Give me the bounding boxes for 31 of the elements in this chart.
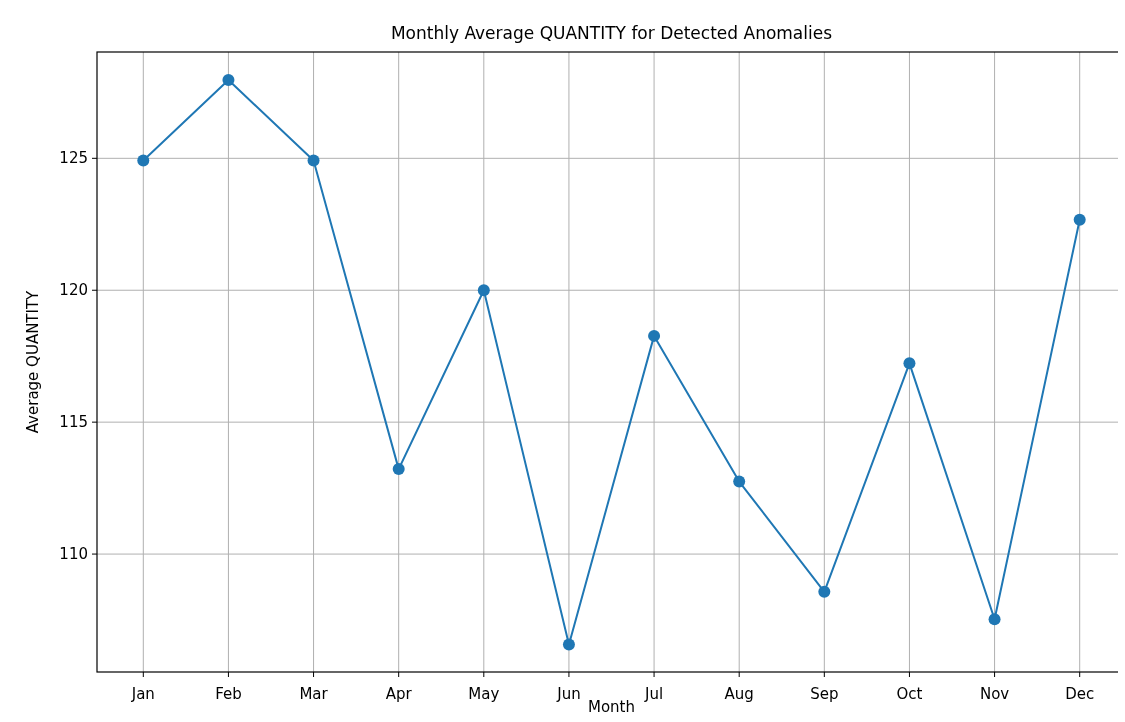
x-tick-label: Dec bbox=[1065, 685, 1095, 703]
point bbox=[222, 73, 235, 86]
y-tick-label: 120 bbox=[59, 281, 88, 300]
x-tick-label: Jun bbox=[556, 685, 581, 703]
y-tick-label: 110 bbox=[59, 545, 88, 564]
point bbox=[818, 585, 831, 598]
x-tick-label: Feb bbox=[215, 685, 242, 703]
x-axis-title: Month bbox=[587, 698, 636, 716]
x-tick-label: Jan bbox=[130, 685, 155, 703]
point bbox=[562, 638, 575, 651]
point bbox=[1073, 213, 1086, 226]
y-tick-label: 115 bbox=[59, 413, 88, 432]
x-tick-label: Jul bbox=[644, 685, 664, 703]
point bbox=[988, 613, 1001, 626]
point bbox=[137, 154, 150, 167]
point bbox=[733, 475, 746, 488]
x-tick-label: Sep bbox=[810, 685, 839, 703]
y-tick-label: 125 bbox=[59, 149, 88, 168]
point bbox=[648, 329, 661, 342]
x-tick-label: Oct bbox=[896, 685, 923, 703]
point bbox=[477, 284, 490, 297]
x-tick-label: Nov bbox=[979, 685, 1010, 703]
x-tick-label: Mar bbox=[299, 685, 329, 703]
y-axis-title: Average QUANTITY bbox=[24, 289, 42, 434]
x-tick-label: Apr bbox=[385, 685, 413, 703]
x-tick-label: May bbox=[468, 685, 500, 703]
point bbox=[903, 357, 916, 370]
point bbox=[392, 463, 405, 476]
x-tick-label: Aug bbox=[724, 685, 754, 703]
chart-title: Monthly Average QUANTITY for Detected Anomalies bbox=[390, 23, 833, 43]
point bbox=[307, 154, 320, 167]
